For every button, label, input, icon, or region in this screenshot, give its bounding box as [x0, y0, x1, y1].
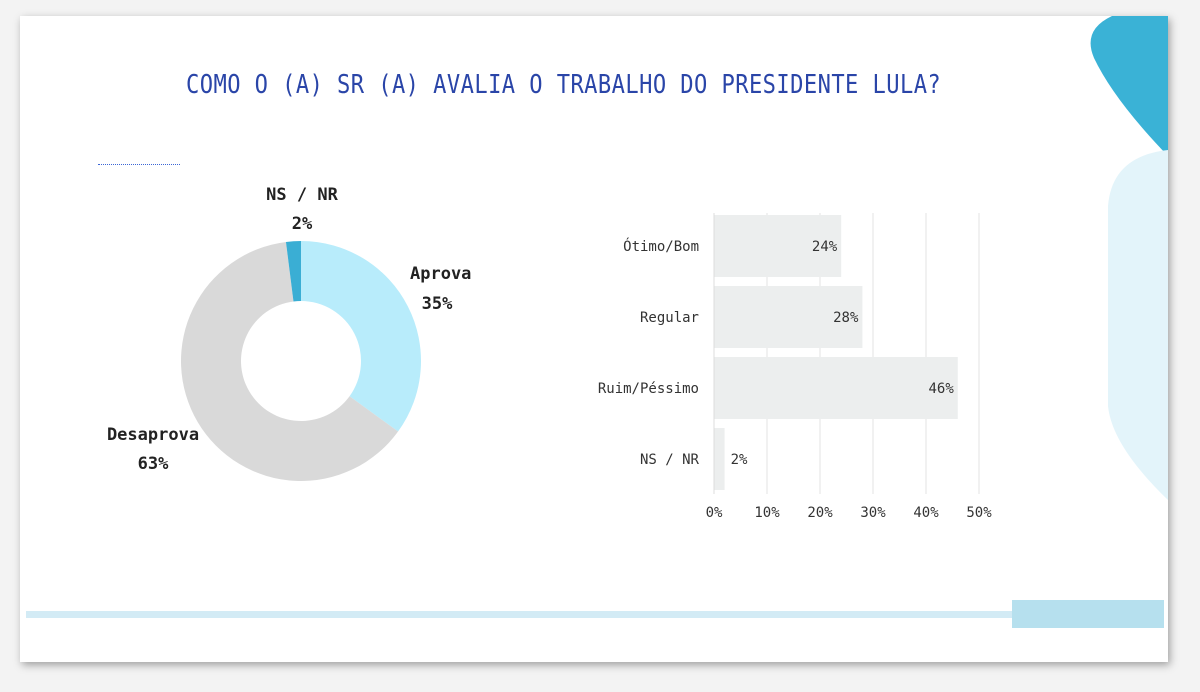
bar-chart: 0% 10% 20% 30% 40% 50% Ótimo/Bom 24% Regular 28% R… [598, 213, 992, 521]
donut-label-aprova: Aprova [410, 264, 471, 284]
chart-title: COMO O (A) SR (A) AVALIA O TRABALHO DO P… [186, 70, 942, 100]
x-tick-label: 30% [860, 505, 886, 521]
donut-slice-aprova [301, 241, 421, 432]
bar [714, 215, 842, 277]
slide: COMO O (A) SR (A) AVALIA O TRABALHO DO P… [20, 16, 1168, 662]
bar-value-label: 24% [812, 239, 838, 255]
donut-label-desaprova: Desaprova [107, 425, 199, 445]
bottom-accent-block [1012, 600, 1164, 628]
x-tick-label: 10% [754, 505, 780, 521]
corner-accent-shape [1090, 16, 1168, 156]
corner-decoration [1090, 16, 1168, 500]
donut-value-aprova: 35% [422, 294, 453, 314]
bar-value-label: 28% [833, 310, 859, 326]
bar [714, 428, 725, 490]
dotted-divider [98, 164, 180, 165]
x-tick-label: 0% [706, 505, 723, 521]
bar [714, 357, 958, 419]
side-accent-shape [1108, 150, 1168, 500]
x-tick-label: 50% [966, 505, 992, 521]
charts-canvas: Aprova 35% Desaprova 63% NS / NR 2% 0% 10% 20% 3… [107, 16, 1168, 521]
category-label: Ruim/Péssimo [598, 381, 699, 397]
category-label: NS / NR [640, 452, 700, 468]
donut-chart: Aprova 35% Desaprova 63% NS / NR 2% [107, 185, 471, 481]
bar [714, 286, 863, 348]
donut-slice-desaprova [181, 241, 399, 481]
category-label: Regular [640, 310, 699, 326]
donut-value-desaprova: 63% [138, 454, 169, 474]
bottom-accent-bar [26, 611, 1108, 618]
category-label: Ótimo/Bom [623, 237, 699, 255]
bar-value-label: 46% [929, 381, 955, 397]
donut-value-ns-nr: 2% [292, 214, 313, 234]
x-tick-label: 20% [807, 505, 833, 521]
x-tick-label: 40% [913, 505, 939, 521]
bar-value-label: 2% [731, 452, 748, 468]
donut-label-ns-nr: NS / NR [266, 185, 338, 205]
donut-slice-ns-nr [285, 241, 301, 302]
